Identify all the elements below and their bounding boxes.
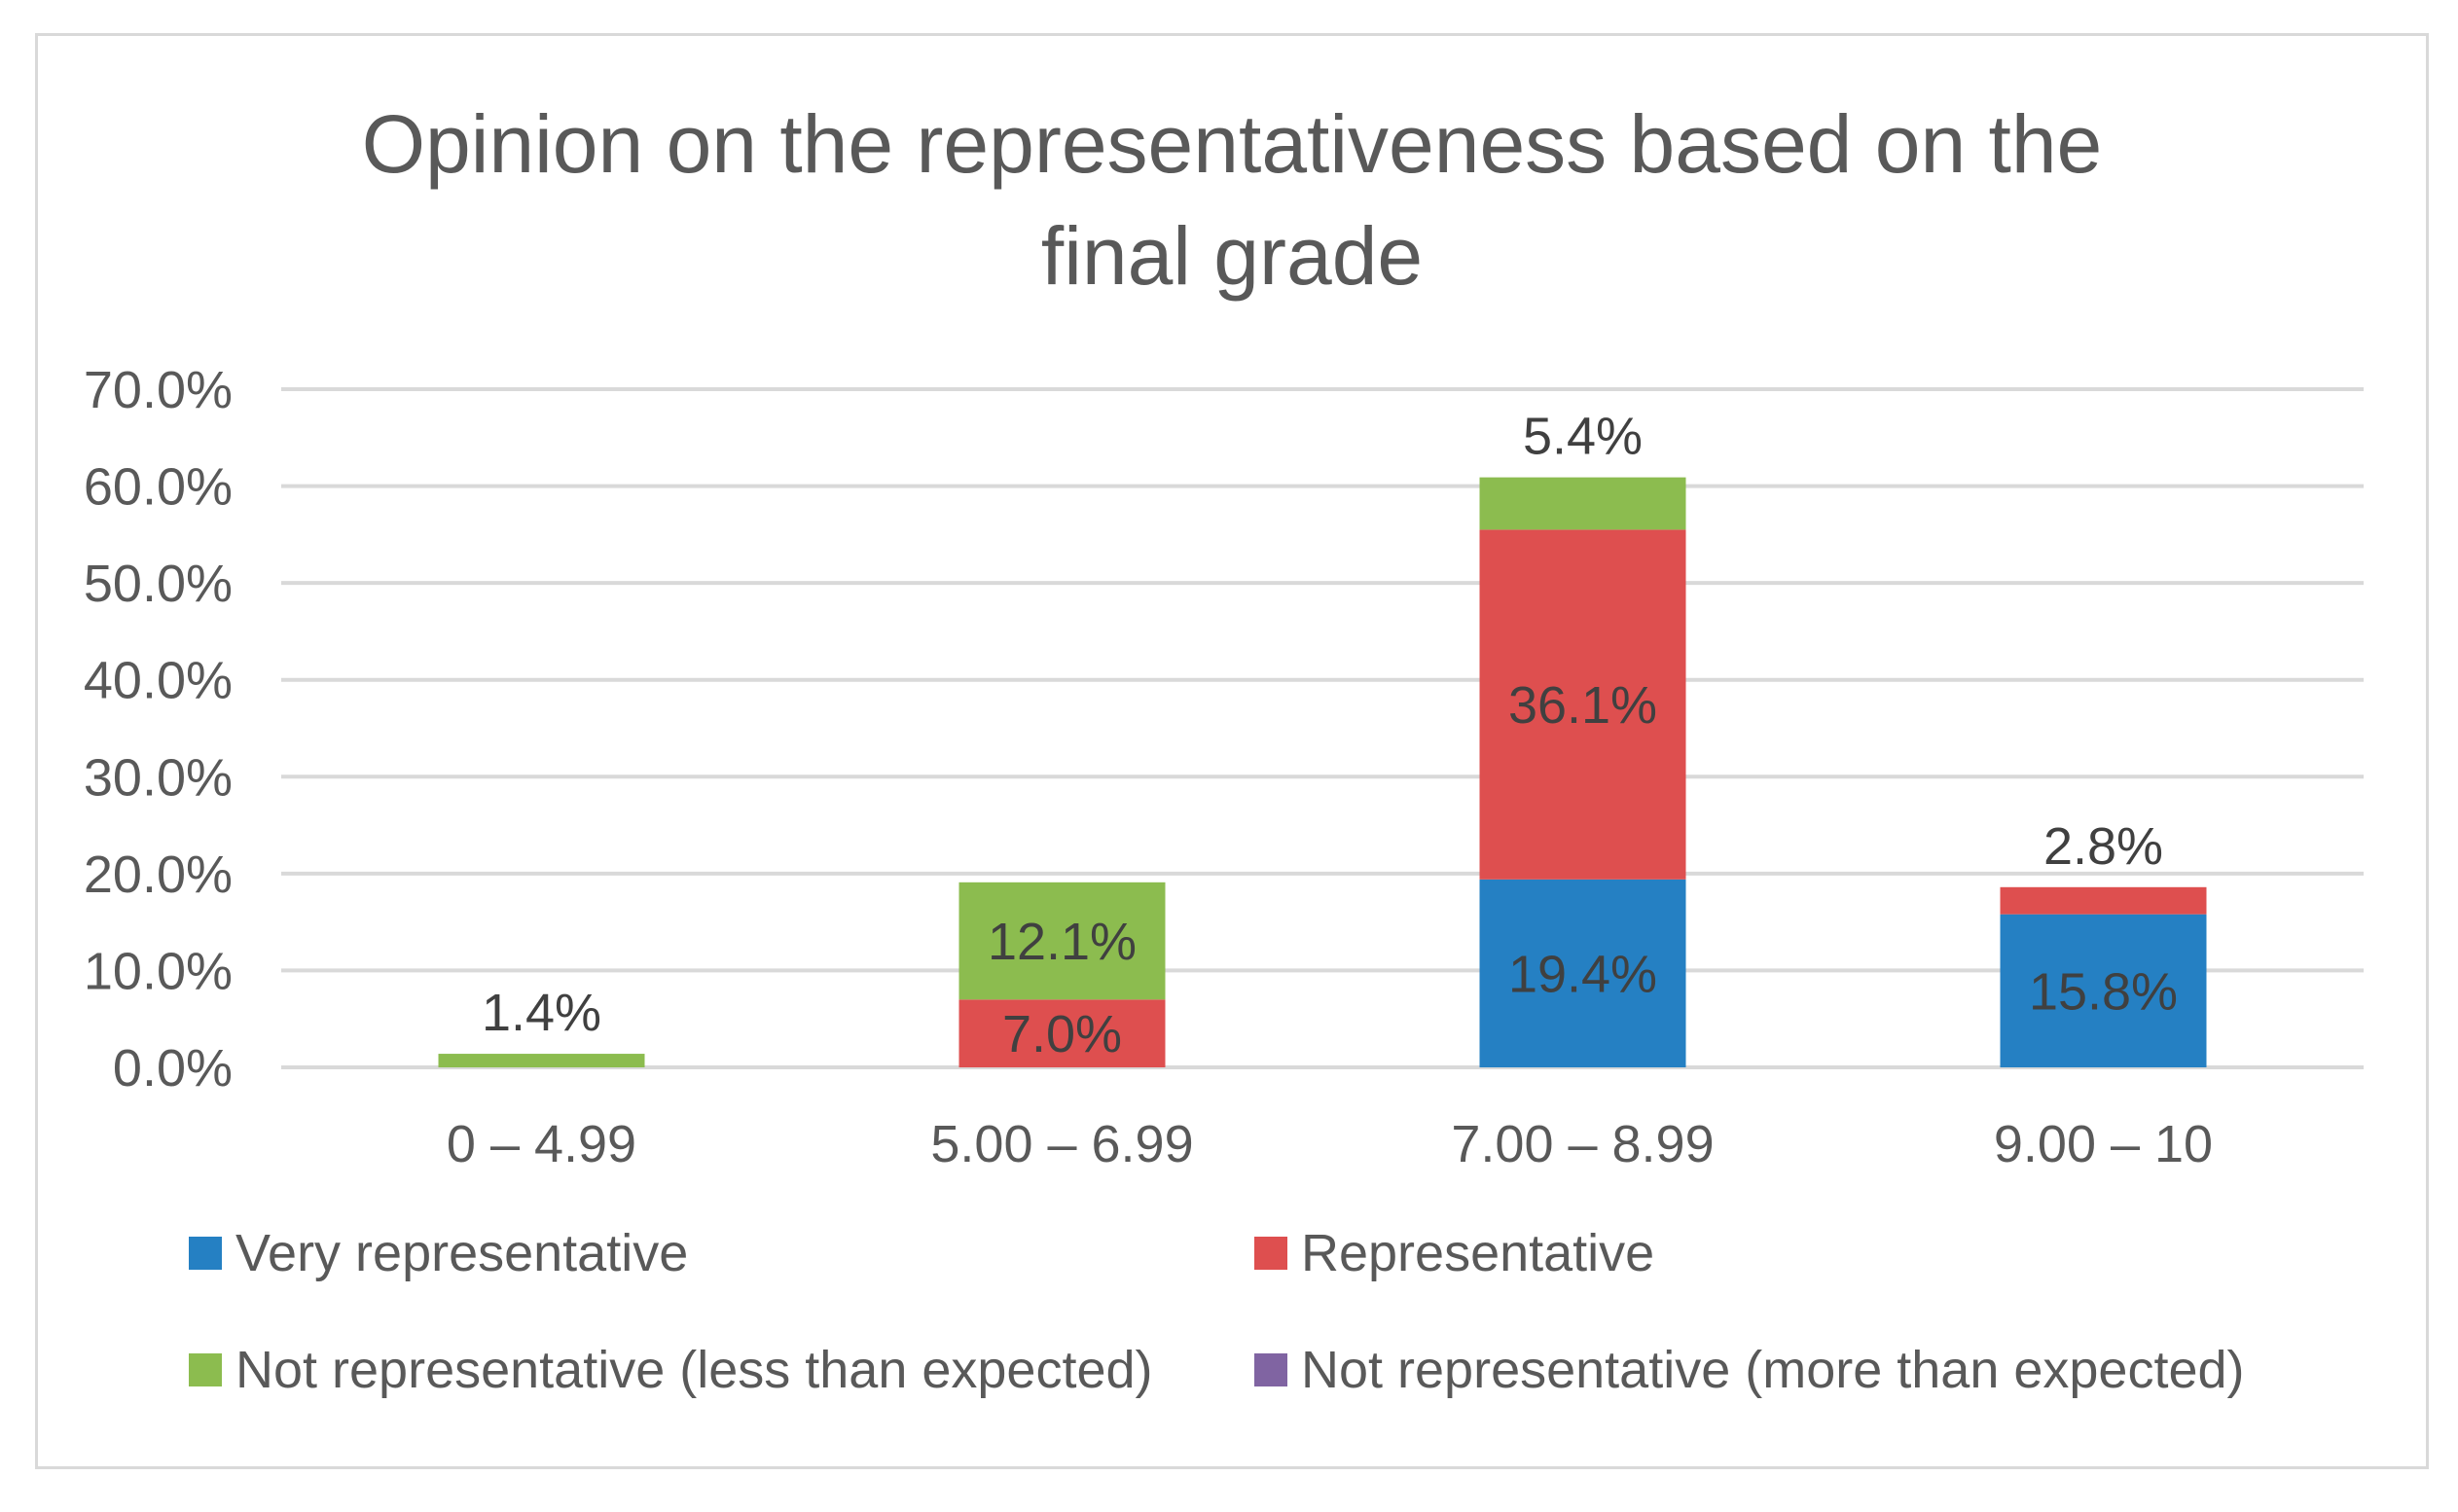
bar-segment <box>1479 529 1686 880</box>
y-tick-label: 0.0% <box>113 1039 233 1098</box>
y-tick-label: 30.0% <box>84 748 233 807</box>
data-label: 1.4% <box>482 984 601 1042</box>
y-tick-label: 60.0% <box>84 458 233 517</box>
y-tick-label: 70.0% <box>84 361 233 419</box>
bar-segment <box>958 999 1166 1067</box>
legend-label: Very representative <box>235 1224 688 1282</box>
legend: Very representative Representative Not rep… <box>189 1224 2245 1399</box>
data-label: 36.1% <box>1508 676 1657 735</box>
y-tick-label: 40.0% <box>84 652 233 710</box>
gridlines <box>281 387 2364 1069</box>
data-label: 5.4% <box>1523 408 1643 466</box>
data-label: 7.0% <box>1002 1005 1122 1063</box>
data-label: 19.4% <box>1508 945 1657 1003</box>
legend-swatch <box>1254 1237 1287 1270</box>
x-category-label: 0 – 4.99 <box>447 1115 636 1173</box>
x-category-label: 9.00 – 10 <box>1994 1115 2213 1173</box>
bar-segment <box>1479 477 1686 530</box>
legend-item: Not representative (less than expected) <box>189 1341 1153 1399</box>
legend-label: Representative <box>1301 1224 1654 1282</box>
data-label: 15.8% <box>2029 962 2178 1021</box>
x-category-label: 5.00 – 6.99 <box>930 1115 1193 1173</box>
data-label: 2.8% <box>2043 817 2163 876</box>
bar-segment <box>2000 914 2207 1067</box>
y-tick-label: 50.0% <box>84 555 233 613</box>
legend-item: Not representative (more than expected) <box>1254 1341 2245 1399</box>
y-axis-tick-labels: 0.0% 10.0% 20.0% 30.0% 40.0% 50.0% 60.0% 70.0% <box>84 361 233 1098</box>
legend-label: Not representative (more than expected) <box>1301 1341 2245 1399</box>
chart-frame: Opinion on the representativeness based … <box>35 33 2429 1469</box>
legend-item: Very representative <box>189 1224 688 1282</box>
legend-item: Representative <box>1254 1224 1654 1282</box>
legend-swatch <box>189 1353 222 1386</box>
bar-segment <box>958 882 1166 1000</box>
legend-label: Not representative (less than expected) <box>235 1341 1153 1399</box>
chart-title-line-2: final grade <box>1041 210 1423 302</box>
x-axis-category-labels: 0 – 4.99 5.00 – 6.99 7.00 – 8.99 9.00 – 10 <box>447 1115 2213 1173</box>
legend-swatch <box>189 1237 222 1270</box>
bar-segment <box>438 1054 645 1067</box>
y-tick-label: 20.0% <box>84 846 233 904</box>
bars <box>438 477 2207 1067</box>
chart-title-line-1: Opinion on the representativeness based … <box>362 98 2103 190</box>
data-label: 12.1% <box>988 913 1137 971</box>
x-category-label: 7.00 – 8.99 <box>1451 1115 1714 1173</box>
bar-segment <box>1479 879 1686 1067</box>
y-tick-label: 10.0% <box>84 942 233 1000</box>
legend-swatch <box>1254 1353 1287 1386</box>
data-labels: 1.4% 7.0% 12.1% 19.4% 36.1% 5.4% 15.8% 2.8% <box>482 408 2178 1064</box>
chart-svg: Opinion on the representativeness based … <box>84 98 2364 1399</box>
bar-segment <box>2000 886 2207 915</box>
